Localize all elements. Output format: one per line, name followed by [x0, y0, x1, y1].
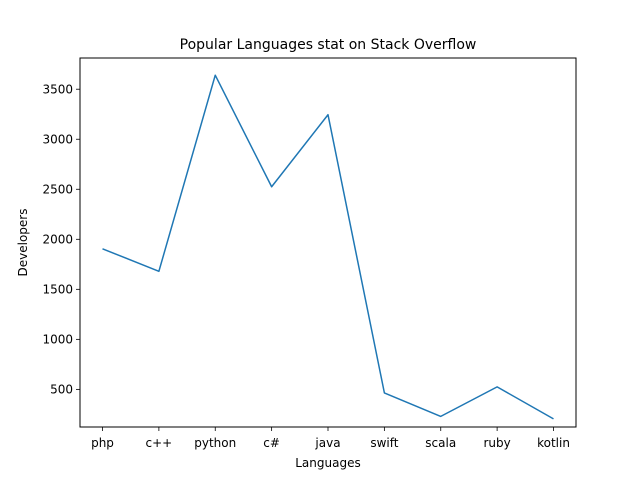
x-tick-label: php	[91, 436, 114, 450]
x-tick-label: kotlin	[537, 436, 570, 450]
x-tick-label: ruby	[483, 436, 510, 450]
x-tick-label: c#	[263, 436, 280, 450]
y-tick-label: 1500	[42, 283, 73, 297]
plot-area	[102, 74, 554, 420]
y-tick-label: 500	[50, 383, 73, 397]
y-axis-label: Developers	[16, 209, 30, 277]
y-tick-label: 3000	[42, 133, 73, 147]
x-tick-label: swift	[370, 436, 398, 450]
y-tick-label: 1000	[42, 333, 73, 347]
x-tick-label: c++	[146, 436, 173, 450]
plot-frame	[79, 57, 577, 428]
x-tick-label: python	[194, 436, 236, 450]
x-tick-label: java	[314, 436, 340, 450]
x-axis-label: Languages	[295, 456, 360, 470]
chart-title: Popular Languages stat on Stack Overflow	[180, 37, 477, 53]
y-tick-label: 2500	[42, 183, 73, 197]
series-line	[102, 74, 554, 420]
x-tick-label: scala	[425, 436, 456, 450]
y-tick-label: 3500	[42, 83, 73, 97]
y-tick-label: 2000	[42, 233, 73, 247]
